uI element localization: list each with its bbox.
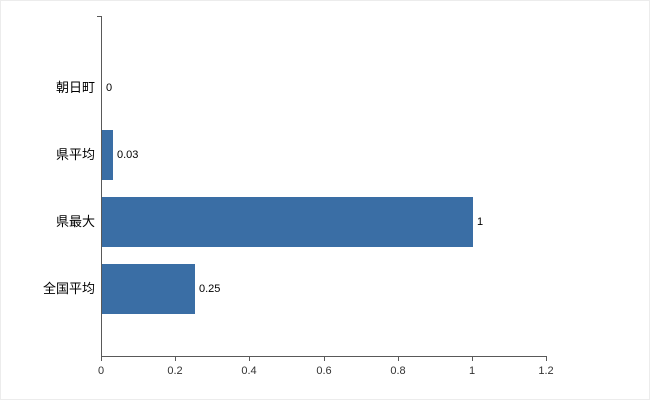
- x-tick: [175, 357, 176, 361]
- x-tick-label: 0.4: [241, 365, 257, 377]
- x-tick: [546, 357, 547, 361]
- x-tick-label: 0.6: [316, 365, 332, 377]
- x-tick: [398, 357, 399, 361]
- y-axis-top-tick: [97, 16, 101, 17]
- bar: [102, 263, 195, 314]
- value-label: 1: [477, 215, 484, 228]
- x-tick: [101, 357, 102, 361]
- category-label: 朝日町: [55, 79, 95, 95]
- category-label: 県平均: [55, 146, 95, 162]
- value-label: 0.03: [117, 148, 139, 161]
- x-tick-label: 0.8: [390, 365, 406, 377]
- y-axis: [101, 16, 102, 357]
- x-tick-label: 0.2: [167, 365, 183, 377]
- x-tick: [472, 357, 473, 361]
- x-tick: [249, 357, 250, 361]
- bar: [102, 129, 113, 180]
- category-label: 県最大: [55, 213, 95, 229]
- value-label: 0.25: [199, 282, 221, 295]
- x-tick: [324, 357, 325, 361]
- x-tick-label: 1: [468, 365, 476, 377]
- x-axis: [101, 356, 547, 357]
- value-label: 0: [106, 81, 113, 94]
- x-tick-label: 1.2: [538, 365, 554, 377]
- x-tick-label: 0: [97, 365, 105, 377]
- bar: [102, 196, 473, 247]
- category-label: 全国平均: [42, 280, 95, 296]
